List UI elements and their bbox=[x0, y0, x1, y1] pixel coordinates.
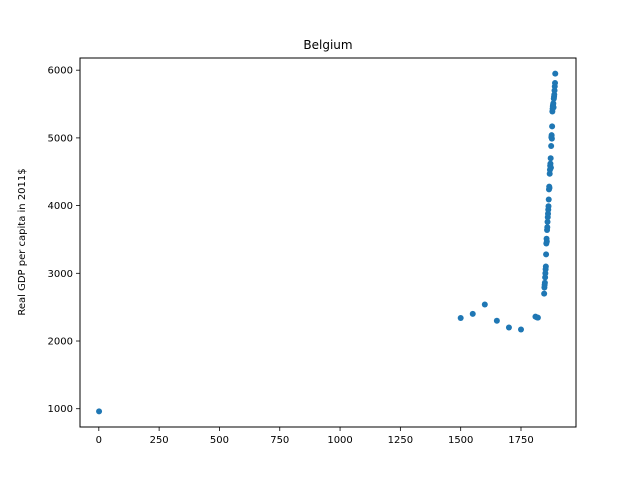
chart-title: Belgium bbox=[303, 38, 352, 52]
data-point bbox=[543, 251, 550, 258]
data-point bbox=[541, 279, 548, 286]
y-tick-label: 4000 bbox=[48, 201, 73, 212]
data-point bbox=[546, 184, 553, 191]
x-tick-label: 750 bbox=[270, 435, 289, 446]
plot-layer bbox=[96, 70, 559, 415]
data-point bbox=[544, 224, 551, 231]
y-axis-label: Real GDP per capita in 2011$ bbox=[17, 168, 28, 315]
data-point bbox=[550, 104, 557, 111]
y-tick-label: 6000 bbox=[48, 66, 73, 77]
data-point bbox=[543, 238, 550, 245]
data-point bbox=[505, 324, 512, 331]
data-point bbox=[457, 314, 464, 321]
x-tick-label: 1500 bbox=[448, 435, 473, 446]
data-point bbox=[96, 408, 103, 415]
y-axis: 1000 2000 3000 4000 5000 6000 bbox=[48, 66, 80, 415]
y-tick-label: 1000 bbox=[48, 404, 73, 415]
data-point bbox=[547, 164, 554, 171]
data-point bbox=[493, 317, 500, 324]
data-point bbox=[552, 70, 559, 77]
data-point bbox=[548, 135, 555, 142]
y-tick-label: 5000 bbox=[48, 133, 73, 144]
x-tick-label: 1000 bbox=[327, 435, 352, 446]
x-tick-label: 500 bbox=[210, 435, 229, 446]
data-point bbox=[552, 80, 559, 87]
data-point bbox=[481, 301, 488, 308]
data-point bbox=[517, 326, 524, 333]
data-point bbox=[534, 314, 541, 321]
data-point bbox=[544, 218, 551, 225]
data-point bbox=[542, 263, 549, 270]
plot-frame bbox=[79, 57, 577, 428]
data-point bbox=[549, 123, 556, 130]
x-axis: 0 250 500 750 1000 1250 1500 1750 bbox=[96, 427, 534, 446]
y-tick-label: 2000 bbox=[48, 337, 73, 348]
x-tick-label: 250 bbox=[150, 435, 169, 446]
data-point bbox=[469, 310, 476, 317]
data-point bbox=[541, 290, 548, 297]
x-tick-label: 0 bbox=[96, 435, 102, 446]
data-point bbox=[547, 155, 554, 162]
y-tick-label: 3000 bbox=[48, 269, 73, 280]
data-point bbox=[545, 203, 552, 210]
data-point bbox=[548, 143, 555, 150]
x-tick-label: 1250 bbox=[388, 435, 413, 446]
x-tick-label: 1750 bbox=[508, 435, 533, 446]
data-point bbox=[545, 196, 552, 203]
